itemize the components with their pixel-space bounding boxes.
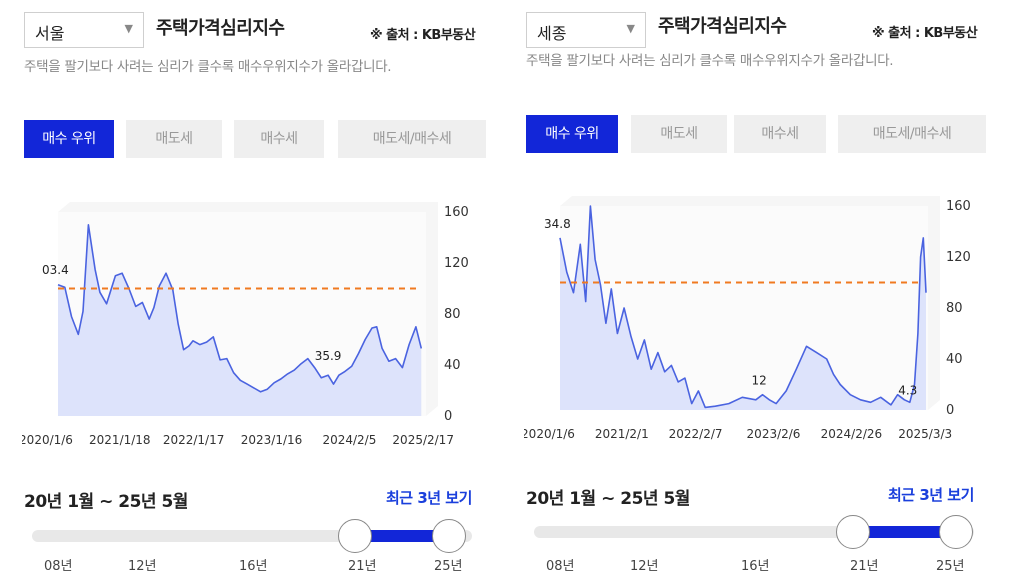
tab-sell-trend[interactable]: 매도세 <box>126 120 222 158</box>
data-annotation: 34.8 <box>544 217 571 231</box>
slider-label: 16년 <box>239 559 268 574</box>
source-note: ※ 출처 : KB부동산 <box>872 26 978 41</box>
y-tick-label: 120 <box>946 250 971 265</box>
seoul-chart: 0 40 80 120 160 2020/1/6 2021/1/18 2022/1/17 202… <box>22 202 469 447</box>
slider-label: 08년 <box>546 559 575 574</box>
y-tick-label: 0 <box>444 409 452 424</box>
data-annotation: 03.4 <box>42 263 69 277</box>
x-tick-label: 2021/1/18 <box>89 433 151 447</box>
region-select-value: 서울 <box>35 24 65 43</box>
chart-description: 주택을 팔기보다 사려는 심리가 클수록 매수우위지수가 올라갑니다. <box>24 59 392 75</box>
recent-3y-button[interactable]: 최근 3년 보기 <box>386 489 472 507</box>
series-line <box>559 205 927 409</box>
period-slider-track[interactable] <box>32 519 472 553</box>
x-tick-label: 2022/1/17 <box>163 433 225 447</box>
slider-end-handle[interactable] <box>939 515 973 549</box>
tab-buy-dominance[interactable]: 매수 우위 <box>526 115 618 153</box>
series-line <box>57 224 423 393</box>
tab-buy-trend[interactable]: 매수세 <box>234 120 324 158</box>
tab-sell-buy-ratio[interactable]: 매도세/매수세 <box>338 120 486 158</box>
data-annotation: 35.9 <box>315 349 342 363</box>
series-area <box>58 224 422 416</box>
seoul-panel: 서울 ▼ 주택가격심리지수 ※ 출처 : KB부동산 주택을 팔기보다 사려는 … <box>22 0 512 581</box>
slider-start-handle[interactable] <box>836 515 870 549</box>
x-tick-label: 2021/2/1 <box>595 427 649 441</box>
sejong-panel: 세종 ▼ 주택가격심리지수 ※ 출처 : KB부동산 주택을 팔기보다 사려는 … <box>524 0 1012 581</box>
region-select[interactable]: 서울 ▼ <box>24 12 144 48</box>
x-tick-label: 2023/1/16 <box>241 433 303 447</box>
y-tick-label: 0 <box>946 403 954 418</box>
y-tick-label: 80 <box>444 307 461 322</box>
slider-label: 12년 <box>128 559 157 574</box>
y-tick-label: 80 <box>946 301 963 316</box>
y-tick-label: 40 <box>444 358 461 373</box>
slider-end-handle[interactable] <box>432 519 466 553</box>
x-tick-label: 2024/2/26 <box>821 427 883 441</box>
x-tick-label: 2022/2/7 <box>669 427 723 441</box>
period-slider-range <box>856 526 954 538</box>
tab-buy-trend[interactable]: 매수세 <box>734 115 826 153</box>
slider-label: 25년 <box>434 559 463 574</box>
x-tick-label: 2025/2/17 <box>392 433 454 447</box>
period-range: 20년 1월 ~ 25년 5월 <box>24 492 188 512</box>
chart-description: 주택을 팔기보다 사려는 심리가 클수록 매수우위지수가 올라갑니다. <box>526 53 894 69</box>
x-tick-label: 2024/2/5 <box>322 433 376 447</box>
slider-label: 16년 <box>741 559 770 574</box>
region-select-value: 세종 <box>537 24 567 43</box>
tab-buy-dominance[interactable]: 매수 우위 <box>24 120 114 158</box>
period-slider-range <box>354 530 450 542</box>
period-range: 20년 1월 ~ 25년 5월 <box>526 489 690 509</box>
y-tick-label: 120 <box>444 256 469 271</box>
region-select[interactable]: 세종 ▼ <box>526 12 646 48</box>
y-tick-label: 40 <box>946 352 963 367</box>
y-tick-label: 160 <box>946 199 971 214</box>
tab-sell-trend[interactable]: 매도세 <box>631 115 727 153</box>
x-tick-label: 2020/1/6 <box>524 427 575 441</box>
slider-label: 21년 <box>348 559 377 574</box>
source-note: ※ 출처 : KB부동산 <box>370 28 476 43</box>
sejong-chart: 0 40 80 120 160 2020/1/6 2021/2/1 2022/2/7 2023/… <box>524 196 971 441</box>
chevron-down-icon: ▼ <box>626 22 635 35</box>
chart-title: 주택가격심리지수 <box>156 18 285 39</box>
slider-label: 21년 <box>850 559 879 574</box>
recent-3y-button[interactable]: 최근 3년 보기 <box>888 486 974 504</box>
y-tick-label: 160 <box>444 205 469 220</box>
period-slider-track[interactable] <box>534 515 974 549</box>
data-annotation: 4.3 <box>898 384 917 398</box>
x-tick-label: 2025/3/3 <box>898 427 952 441</box>
chevron-down-icon: ▼ <box>124 22 133 35</box>
series-area <box>560 206 926 410</box>
data-annotation: 12 <box>752 374 767 388</box>
slider-label: 25년 <box>936 559 965 574</box>
slider-label: 12년 <box>630 559 659 574</box>
chart-title: 주택가격심리지수 <box>658 16 787 37</box>
slider-label: 08년 <box>44 559 73 574</box>
x-tick-label: 2023/2/6 <box>747 427 801 441</box>
tab-sell-buy-ratio[interactable]: 매도세/매수세 <box>838 115 986 153</box>
slider-start-handle[interactable] <box>338 519 372 553</box>
x-tick-label: 2020/1/6 <box>22 433 73 447</box>
